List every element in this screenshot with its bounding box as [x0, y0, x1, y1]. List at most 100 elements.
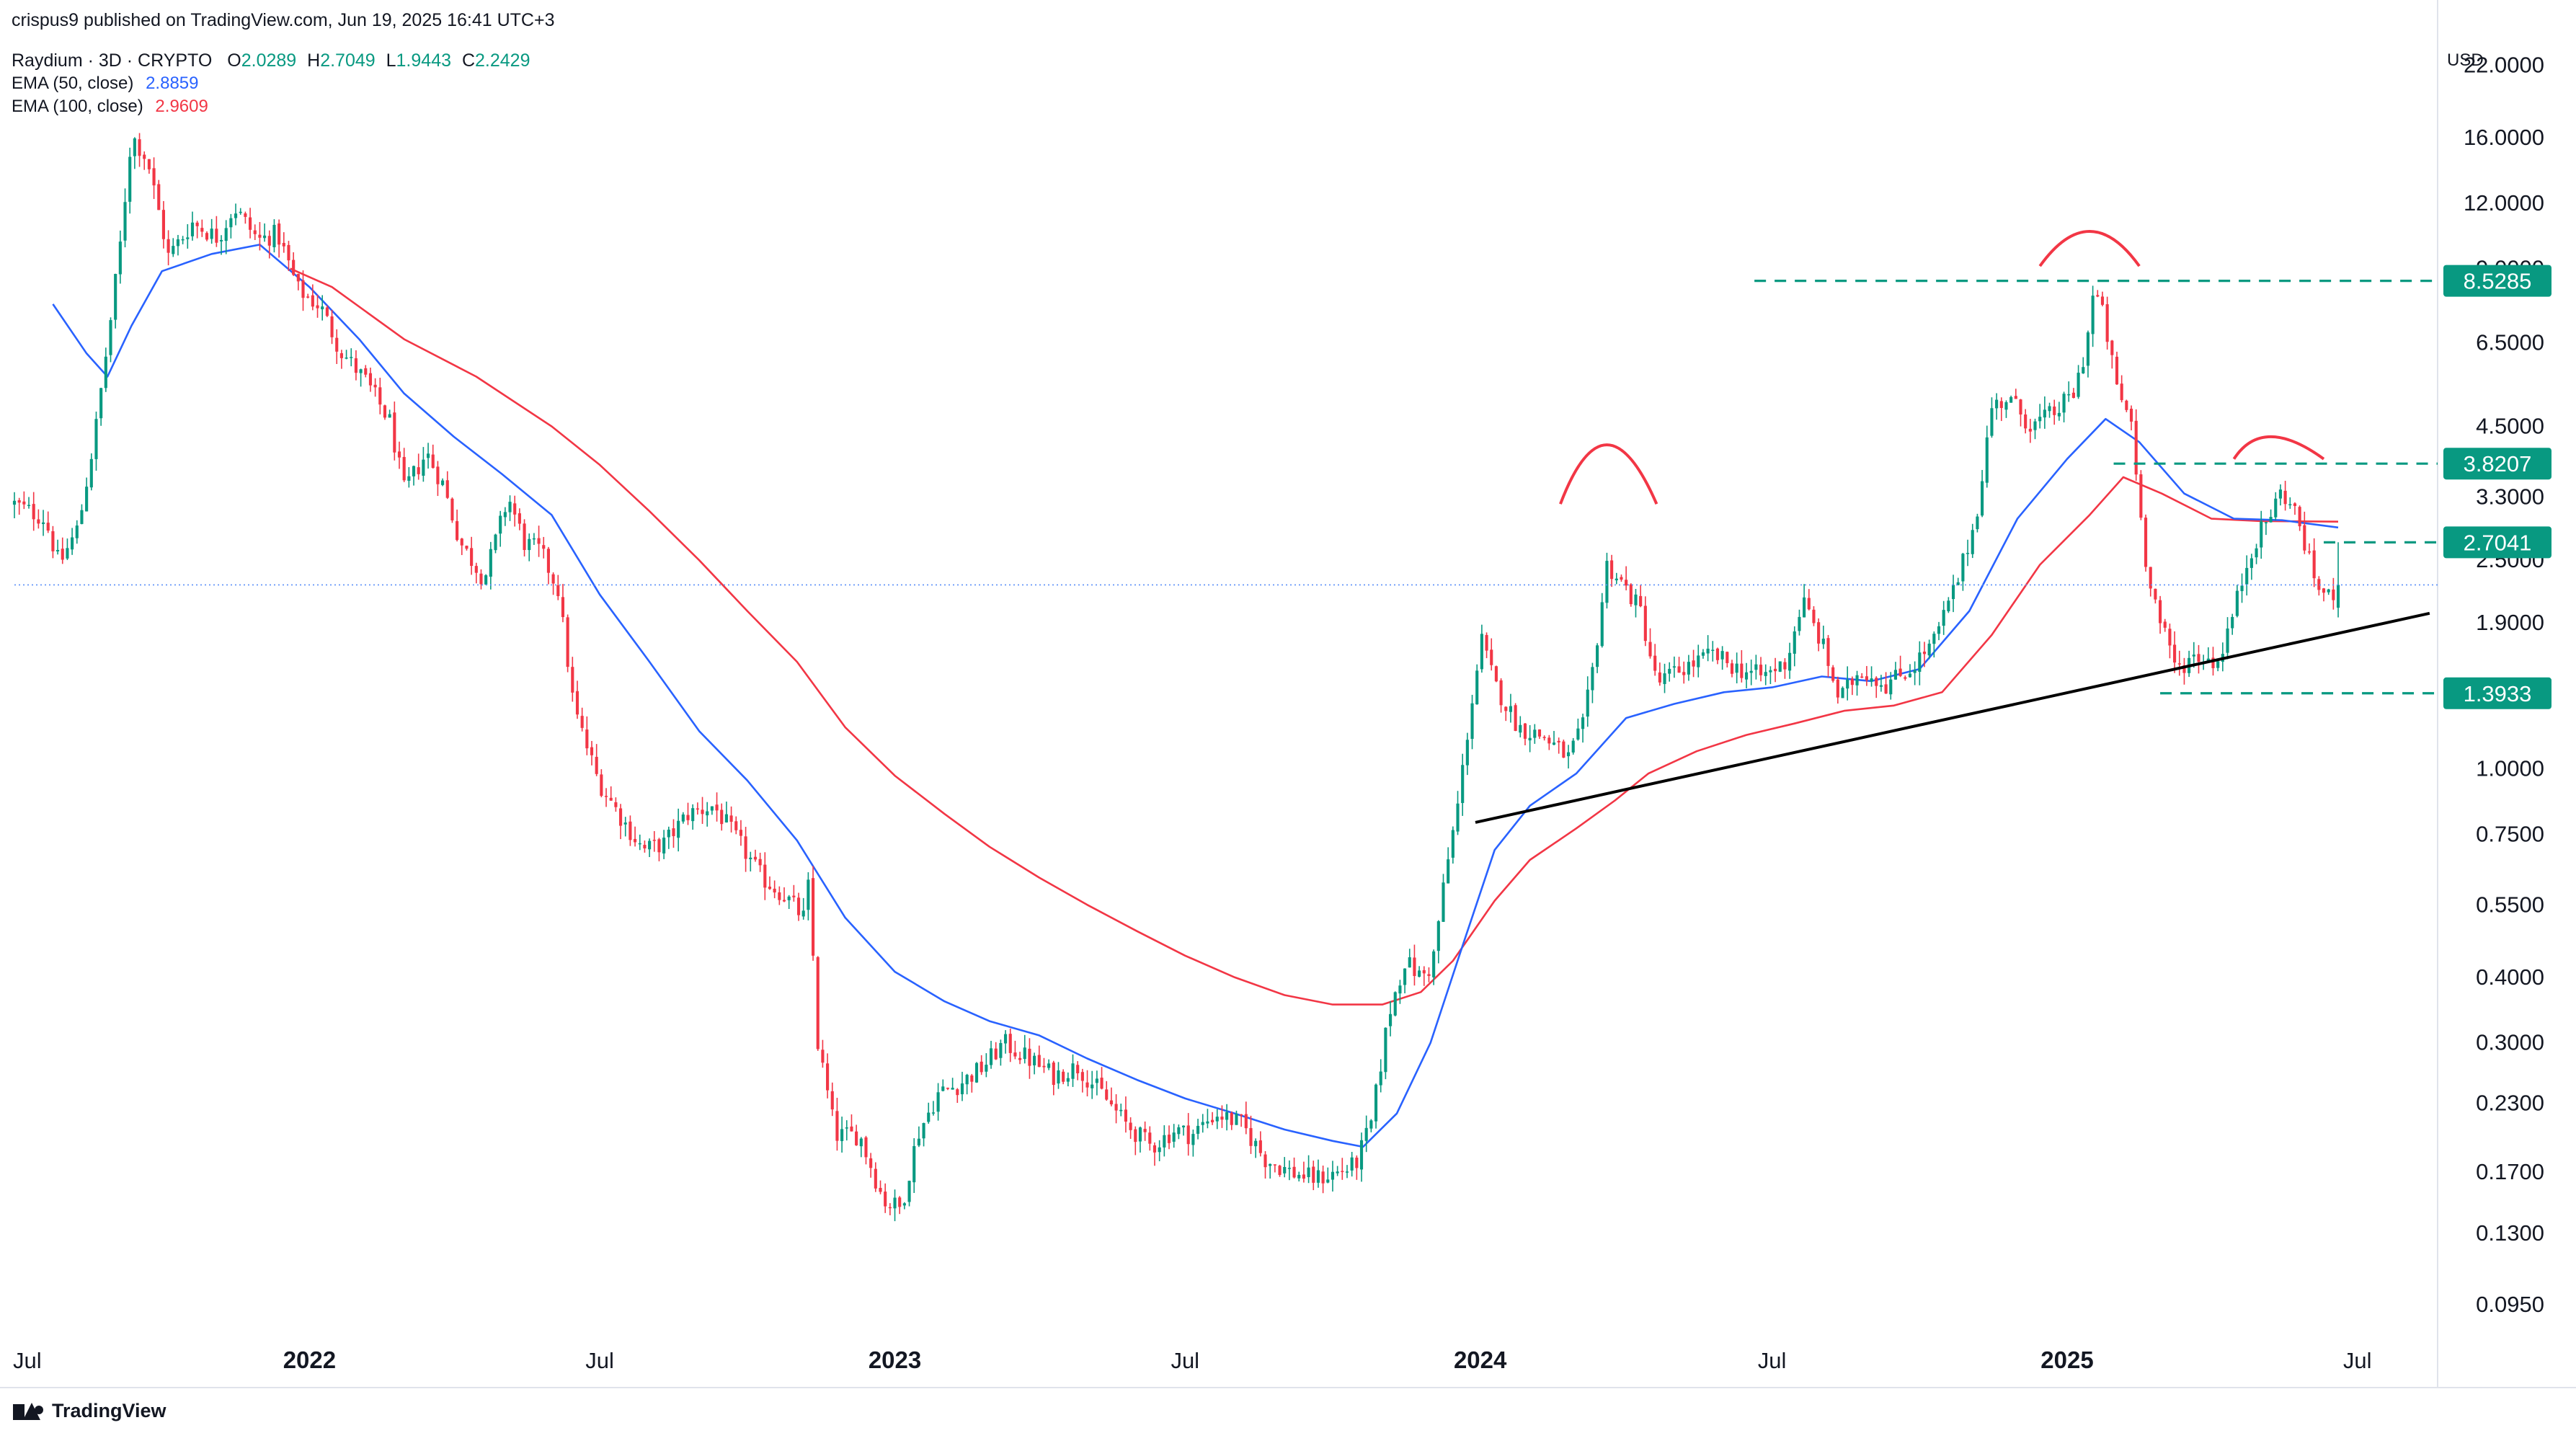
candle-body	[1922, 651, 1927, 655]
candle-body	[1341, 1171, 1344, 1173]
candle-body	[1879, 685, 1883, 687]
candle-body	[1249, 1127, 1253, 1146]
candle-body	[479, 573, 483, 585]
candle-body	[1091, 1084, 1094, 1088]
y-tick-label: 0.3000	[2476, 1030, 2544, 1055]
head-shoulders-arc	[1559, 443, 1658, 505]
candle-body	[2317, 579, 2321, 590]
candle-body	[1961, 554, 1965, 582]
candle-body	[1494, 666, 1498, 682]
candle-body	[1350, 1157, 1354, 1171]
candle-body	[301, 280, 305, 298]
candle-body	[1754, 664, 1758, 670]
candle-body	[1788, 652, 1792, 671]
candle-body	[460, 538, 463, 546]
candle-body	[855, 1131, 858, 1145]
candle-body	[2163, 621, 2167, 628]
candle-body	[190, 222, 195, 236]
candle-body	[739, 830, 743, 836]
candle-body	[2177, 663, 2181, 665]
candle-body	[2197, 654, 2200, 662]
candle-body	[200, 228, 204, 232]
candle-body	[1956, 582, 1960, 585]
candle-body	[2125, 400, 2128, 410]
price-level-label: 2.7041	[2464, 530, 2532, 555]
candle-body	[1562, 741, 1565, 758]
candle-body	[339, 353, 343, 358]
candle-body	[1927, 643, 1931, 656]
candle-body	[974, 1062, 979, 1083]
candle-body	[1596, 645, 1599, 667]
candle-body	[2053, 407, 2056, 415]
candle-body	[744, 836, 747, 859]
candle-body	[2182, 665, 2186, 673]
head-shoulders-arc	[2038, 230, 2141, 267]
candle-body	[1966, 553, 1970, 554]
candle-body	[1677, 666, 1681, 673]
candle-body	[1932, 634, 1936, 644]
candle-body	[2240, 585, 2244, 592]
candle-body	[989, 1048, 993, 1065]
candle-body	[2255, 548, 2258, 558]
candle-body	[1302, 1174, 1305, 1179]
tradingview-logo[interactable]: TradingView	[13, 1400, 166, 1422]
candle-body	[2004, 401, 2008, 410]
candle-body	[724, 814, 728, 822]
candle-body	[2249, 558, 2253, 568]
candle-body	[224, 228, 228, 241]
candle-body	[749, 857, 752, 860]
x-tick-label: 2023	[869, 1347, 921, 1373]
candle-body	[1201, 1122, 1204, 1125]
candle-body	[2307, 551, 2311, 553]
candle-body	[2077, 373, 2080, 397]
price-level-label: 1.3933	[2464, 681, 2532, 706]
candle-body	[1312, 1166, 1315, 1183]
ema100-value: 2.9609	[155, 97, 208, 116]
candle-body	[667, 829, 670, 838]
candle-body	[1682, 672, 1686, 675]
candle-body	[580, 716, 584, 728]
candle-body	[1735, 663, 1738, 673]
candle-body	[89, 458, 93, 488]
candle-body	[1803, 597, 1806, 618]
candle-body	[1042, 1065, 1046, 1068]
candle-body	[1158, 1147, 1161, 1153]
candle-body	[1480, 634, 1483, 670]
candle-body	[1605, 561, 1609, 603]
candle-body	[1432, 951, 1436, 977]
candle-body	[835, 1111, 839, 1141]
candle-body	[27, 505, 31, 506]
candle-body	[393, 412, 396, 453]
candle-body	[1269, 1163, 1272, 1166]
candle-body	[17, 500, 21, 503]
ohlc-open-value: 2.0289	[241, 50, 297, 71]
candle-body	[951, 1088, 954, 1090]
candle-body	[1413, 957, 1416, 977]
y-tick-label: 1.9000	[2476, 610, 2544, 635]
currency-label[interactable]: USD	[2447, 50, 2484, 70]
candle-body	[1442, 882, 1445, 922]
candle-body	[321, 306, 324, 310]
candle-body	[1850, 678, 1854, 686]
y-tick-label: 0.1300	[2476, 1220, 2544, 1246]
candle-body	[811, 878, 815, 956]
candle-body	[1388, 1013, 1393, 1026]
candle-body	[590, 747, 594, 755]
candle-body	[1119, 1109, 1123, 1112]
ema50-legend: EMA (50, close) 2.8859	[12, 74, 198, 94]
candle-body	[1003, 1034, 1008, 1044]
candle-body	[249, 217, 252, 230]
candle-body	[1586, 689, 1589, 717]
candle-body	[1740, 663, 1744, 678]
candle-body	[1557, 740, 1560, 742]
candle-body	[2231, 616, 2234, 629]
candle-body	[407, 476, 411, 482]
candle-body	[898, 1197, 902, 1207]
candle-body	[2033, 421, 2037, 430]
candle-body	[1143, 1129, 1147, 1132]
candle-body	[152, 168, 156, 186]
candle-body	[2322, 588, 2326, 593]
candle-body	[1547, 737, 1551, 744]
candle-body	[970, 1075, 974, 1082]
